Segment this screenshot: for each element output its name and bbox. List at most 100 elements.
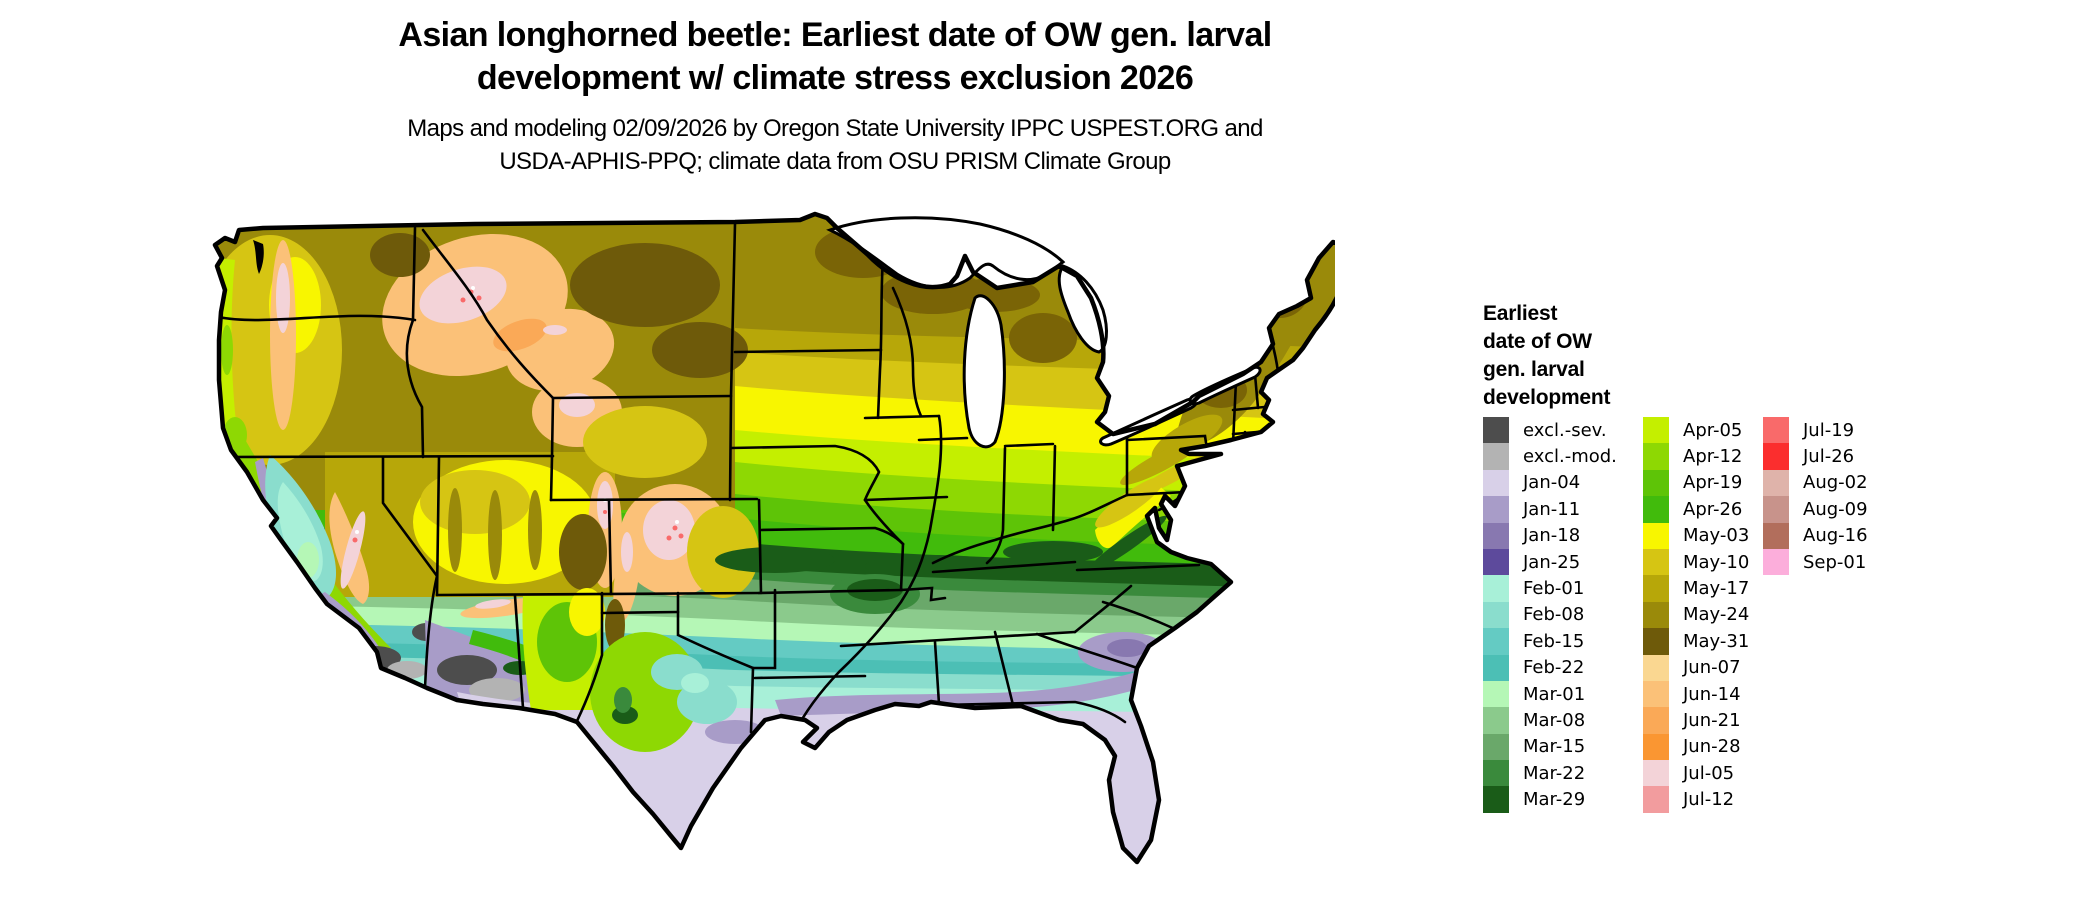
legend-label: Jan-25	[1523, 551, 1581, 573]
legend-row: Sep-01	[1763, 548, 1913, 576]
header: Asian longhorned beetle: Earliest date o…	[170, 14, 1500, 178]
legend-label: Mar-08	[1523, 709, 1586, 731]
legend-row: Jul-12	[1643, 786, 1763, 813]
legend-row: Aug-16	[1763, 522, 1913, 549]
legend-row: Feb-15	[1483, 628, 1643, 655]
legend-label: May-24	[1683, 604, 1750, 626]
legend-swatch	[1643, 496, 1669, 523]
legend-label: Aug-02	[1803, 472, 1868, 494]
legend-row: Apr-05	[1643, 417, 1763, 444]
legend-row: May-31	[1643, 628, 1763, 655]
legend-columns: excl.-sev. excl.-mod. Jan-04 Jan-11 Jan-18 Ja…	[1483, 417, 1913, 813]
legend-row: Jul-26	[1763, 443, 1913, 470]
legend-swatch	[1483, 760, 1509, 787]
legend-label: Jul-26	[1803, 446, 1855, 468]
legend-label: Mar-29	[1523, 789, 1586, 811]
legend-column: Apr-05 Apr-12 Apr-19 Apr-26 May-03 May-10 May-…	[1643, 417, 1763, 813]
legend-label: May-10	[1683, 551, 1750, 573]
legend-swatch	[1483, 443, 1509, 470]
legend-swatch	[1483, 680, 1509, 708]
legend-row: Jan-25	[1483, 548, 1643, 576]
legend-row: Apr-26	[1643, 496, 1763, 523]
legend-row: Mar-01	[1483, 680, 1643, 708]
legend-label: Jul-12	[1683, 789, 1735, 811]
legend-label: Jun-28	[1683, 736, 1741, 758]
legend-swatch	[1643, 707, 1669, 734]
legend-swatch	[1483, 654, 1509, 681]
legend-swatch	[1763, 417, 1789, 444]
map-subtitle-line2: USDA-APHIS-PPQ; climate data from OSU PR…	[499, 148, 1171, 175]
legend-row: Mar-08	[1483, 707, 1643, 734]
legend-label: Feb-08	[1523, 604, 1585, 626]
legend-row: May-03	[1643, 522, 1763, 549]
legend: Earliest date of OW gen. larval developm…	[1483, 300, 1943, 813]
legend-row: Mar-29	[1483, 786, 1643, 813]
legend-swatch	[1643, 733, 1669, 761]
legend-swatch	[1643, 522, 1669, 549]
legend-row: excl.-sev.	[1483, 417, 1643, 444]
legend-label: Sep-01	[1803, 551, 1867, 573]
legend-title-line: Earliest	[1483, 302, 1558, 325]
legend-label: Jan-11	[1523, 498, 1581, 520]
legend-row: Feb-08	[1483, 601, 1643, 629]
legend-row: Jun-14	[1643, 680, 1763, 708]
legend-swatch	[1483, 496, 1509, 523]
us-map-svg	[212, 211, 1350, 865]
legend-swatch	[1763, 522, 1789, 549]
legend-swatch	[1643, 548, 1669, 576]
legend-label: excl.-mod.	[1523, 446, 1617, 468]
legend-row: Jan-18	[1483, 522, 1643, 549]
legend-label: Jan-18	[1523, 525, 1581, 547]
legend-swatch	[1483, 417, 1509, 444]
legend-swatch	[1763, 496, 1789, 523]
legend-label: Mar-22	[1523, 762, 1586, 784]
legend-label: Jan-04	[1523, 472, 1581, 494]
legend-row: Jul-19	[1763, 417, 1913, 444]
legend-title-line: development	[1483, 386, 1611, 409]
lake-huron	[1057, 264, 1108, 354]
legend-swatch	[1643, 443, 1669, 470]
legend-swatch	[1643, 680, 1669, 708]
legend-label: Mar-15	[1523, 736, 1586, 758]
legend-row: Jun-07	[1643, 654, 1763, 681]
legend-title-line: gen. larval	[1483, 358, 1585, 381]
legend-row: Mar-15	[1483, 733, 1643, 761]
lake-superior	[826, 216, 1066, 289]
legend-row: Feb-22	[1483, 654, 1643, 681]
legend-label: Aug-09	[1803, 498, 1868, 520]
legend-label: May-31	[1683, 630, 1750, 652]
us-map	[175, 200, 1350, 892]
legend-row: excl.-mod.	[1483, 443, 1643, 470]
legend-label: Jun-14	[1683, 683, 1741, 705]
legend-swatch	[1483, 601, 1509, 629]
legend-swatch	[1483, 733, 1509, 761]
legend-swatch	[1643, 469, 1669, 497]
lake-michigan	[962, 294, 1006, 449]
map-title-line1: Asian longhorned beetle: Earliest date o…	[398, 16, 1272, 54]
legend-swatch	[1483, 575, 1509, 602]
legend-label: Apr-05	[1683, 419, 1743, 441]
legend-row: May-24	[1643, 601, 1763, 629]
legend-row: Jun-21	[1643, 707, 1763, 734]
legend-row: Apr-12	[1643, 443, 1763, 470]
legend-row: Aug-09	[1763, 496, 1913, 523]
legend-row: Jan-04	[1483, 469, 1643, 497]
legend-label: May-17	[1683, 578, 1750, 600]
legend-column: Jul-19 Jul-26 Aug-02 Aug-09 Aug-16 Sep-01	[1763, 417, 1913, 813]
legend-swatch	[1763, 548, 1789, 576]
puget-sound	[253, 240, 264, 274]
legend-swatch	[1643, 628, 1669, 655]
legend-row: Mar-22	[1483, 760, 1643, 787]
legend-label: excl.-sev.	[1523, 419, 1607, 441]
legend-swatch	[1643, 654, 1669, 681]
legend-row: Feb-01	[1483, 575, 1643, 602]
legend-row: Aug-02	[1763, 469, 1913, 497]
legend-swatch	[1643, 786, 1669, 813]
legend-label: Apr-12	[1683, 446, 1743, 468]
legend-swatch	[1643, 575, 1669, 602]
map-title-line2: development w/ climate stress exclusion …	[476, 59, 1194, 97]
legend-row: May-10	[1643, 548, 1763, 576]
legend-swatch	[1483, 707, 1509, 734]
legend-label: Jul-05	[1683, 762, 1735, 784]
